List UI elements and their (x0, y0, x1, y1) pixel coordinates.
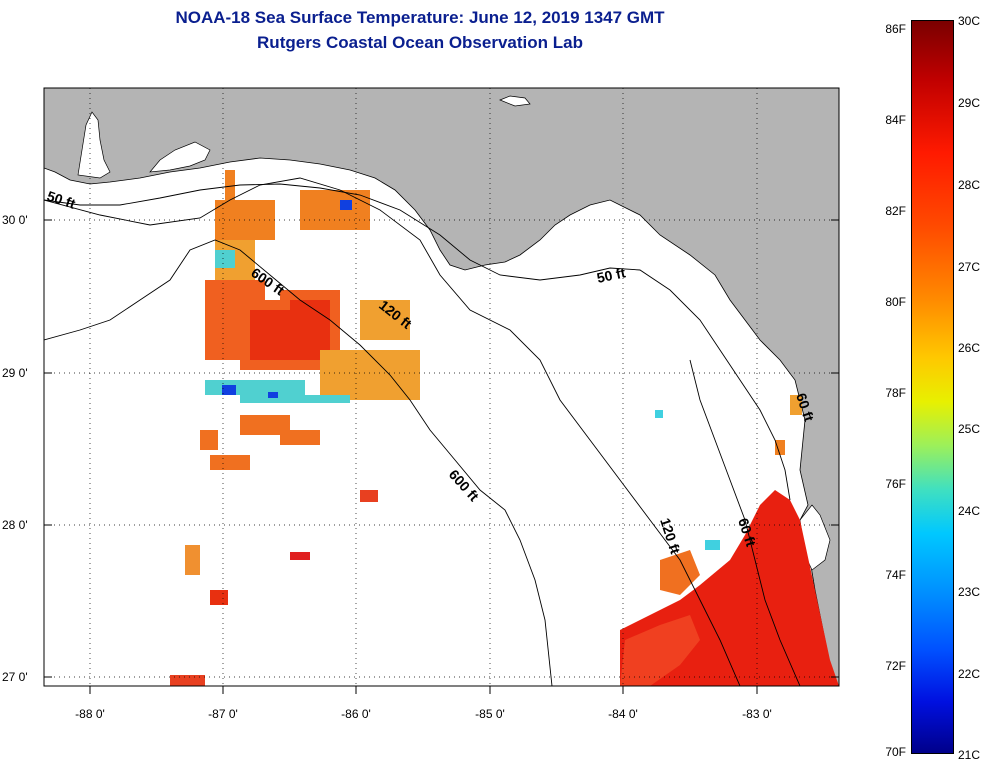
map-title: NOAA-18 Sea Surface Temperature: June 12… (175, 8, 665, 27)
contour-60ft-east (689, 359, 801, 686)
bay-apalachee (499, 95, 531, 107)
colorbar-f-label: 74F (885, 568, 906, 582)
contour-120ft (44, 177, 741, 686)
temperature-colorbar (911, 20, 954, 754)
colorbar-c-label: 27C (958, 260, 981, 274)
bay-pensacola (149, 141, 211, 173)
contour-600ft (44, 239, 553, 686)
colorbar-f-label: 86F (885, 22, 906, 36)
lon-tick: -86 0' (341, 707, 371, 721)
axis-ticks (44, 219, 839, 694)
colorbar-f-label: 82F (885, 204, 906, 218)
map-frame (43, 87, 840, 687)
contour-50ft-west (44, 183, 791, 501)
land-northern-coast (44, 88, 839, 686)
colorbar-c-label: 23C (958, 585, 981, 599)
contour-label: 50 ft (595, 264, 627, 286)
lon-tick: -87 0' (208, 707, 238, 721)
colorbar-c-label: 22C (958, 667, 981, 681)
colorbar-f-label: 78F (885, 386, 906, 400)
lon-tick: -83 0' (742, 707, 772, 721)
colorbar-c-label: 25C (958, 422, 981, 436)
lat-tick: 27 0' (2, 670, 28, 684)
colorbar-f-label: 76F (885, 477, 906, 491)
lat-tick: 28 0' (2, 518, 28, 532)
map-subtitle: Rutgers Coastal Ocean Observation Lab (257, 33, 583, 52)
depth-contours (44, 177, 801, 686)
colorbar-c-label: 28C (958, 178, 981, 192)
colorbar-c-label: 30C (958, 14, 981, 28)
lon-tick: -85 0' (475, 707, 505, 721)
colorbar-f-label: 84F (885, 113, 906, 127)
colorbar-c-label: 26C (958, 341, 981, 355)
colorbar-c-label: 21C (958, 748, 981, 762)
lat-tick: 29 0' (2, 366, 28, 380)
colorbar-f-label: 70F (885, 745, 906, 759)
colorbar-c-label: 29C (958, 96, 981, 110)
lon-tick: -84 0' (608, 707, 638, 721)
colorbar-f-label: 80F (885, 295, 906, 309)
colorbar-c-label: 24C (958, 504, 981, 518)
lat-tick: 30 0' (2, 213, 28, 227)
bay-mobile (77, 111, 111, 179)
colorbar-f-label: 72F (885, 659, 906, 673)
lon-tick: -88 0' (75, 707, 105, 721)
